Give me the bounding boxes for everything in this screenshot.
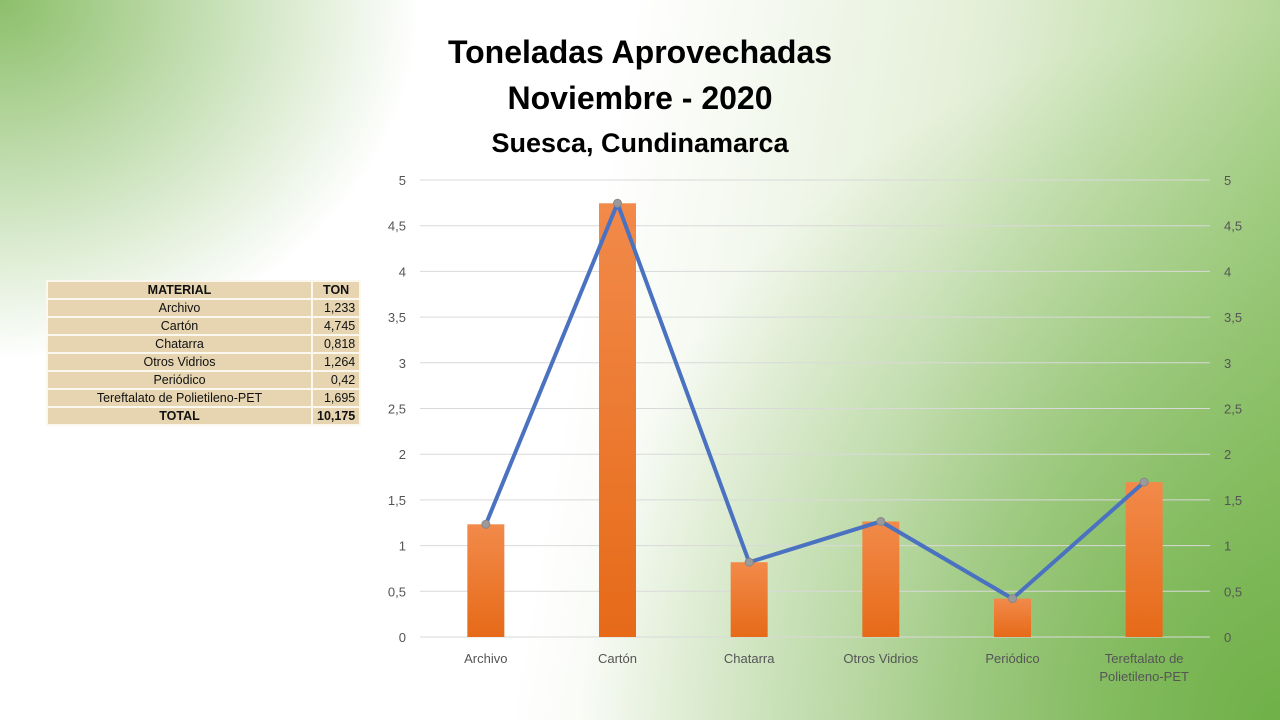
table-row: Otros Vidrios 1,264: [46, 352, 362, 372]
x-tick-label: Tereftalato de Polietileno-PET: [1099, 651, 1189, 684]
y2-tick-label: 4,5: [1224, 219, 1242, 234]
ton-cell: 1,264: [310, 352, 362, 372]
line-series: [483, 201, 1146, 601]
y-tick-label: 2,5: [388, 402, 406, 417]
y2-tick-label: 2,5: [1224, 402, 1242, 417]
y2-tick-label: 1,5: [1224, 493, 1242, 508]
table-row: Chatarra 0,818: [46, 334, 362, 354]
y2-tick-label: 2: [1224, 447, 1231, 462]
material-cell: Tereftalato de Polietileno-PET: [46, 388, 313, 408]
material-cell: Periódico: [46, 370, 313, 390]
ton-cell: TON: [310, 280, 362, 300]
ton-cell: 10,175: [310, 406, 362, 426]
y2-tick-label: 5: [1224, 173, 1231, 188]
y-tick-label: 1: [399, 539, 406, 554]
chart-location: Suesca, Cundinamarca: [491, 128, 789, 158]
y-tick-label: 0,5: [388, 584, 406, 599]
table-row: Tereftalato de Polietileno-PET 1,695: [46, 388, 362, 408]
y-tick-label: 0: [399, 630, 406, 645]
y-tick-label: 5: [399, 173, 406, 188]
y2-tick-label: 3: [1224, 356, 1231, 371]
y-tick-label: 4: [399, 264, 406, 279]
y-tick-label: 1,5: [388, 493, 406, 508]
table-row: Archivo 1,233: [46, 298, 362, 318]
y2-tick-label: 0,5: [1224, 584, 1242, 599]
table-row: Cartón 4,745: [46, 316, 362, 336]
material-cell: Archivo: [46, 298, 313, 318]
line-marker: [1139, 477, 1149, 487]
line-marker: [876, 516, 886, 526]
bar: [1125, 482, 1163, 637]
ton-cell: 0,42: [310, 370, 362, 390]
line-marker: [613, 198, 622, 208]
y2-tick-label: 3,5: [1224, 310, 1242, 325]
material-cell: MATERIAL: [46, 280, 313, 300]
bar: [994, 598, 1031, 637]
ton-cell: 4,745: [310, 316, 362, 336]
material-cell: Cartón: [46, 316, 313, 336]
chart-title: Toneladas Aprovechadas: [447, 34, 833, 70]
chart-subtitle: Noviembre - 2020: [507, 80, 773, 116]
bar: [862, 521, 900, 637]
x-tick-label: Periódico: [985, 651, 1039, 666]
bar: [599, 203, 636, 637]
bar: [467, 524, 505, 637]
ton-cell: 1,695: [310, 388, 362, 408]
y-tick-label: 4,5: [388, 219, 406, 234]
x-tick-label: Cartón: [598, 651, 637, 666]
table-header: MATERIAL TON: [46, 280, 362, 300]
material-cell: Chatarra: [46, 334, 313, 354]
table-total-row: TOTAL 10,175: [46, 406, 362, 426]
line-marker: [744, 557, 754, 567]
y2-tick-label: 4: [1224, 264, 1231, 279]
x-tick-label: Otros Vidrios: [843, 651, 918, 666]
x-tick-label: Archivo: [464, 651, 507, 666]
y-tick-label: 3: [399, 356, 406, 371]
material-cell: Otros Vidrios: [46, 352, 313, 372]
ton-cell: 0,818: [310, 334, 362, 354]
ton-cell: 1,233: [310, 298, 362, 318]
table-row: Periódico 0,42: [46, 370, 362, 390]
material-cell: TOTAL: [46, 406, 313, 426]
y2-tick-label: 1: [1224, 539, 1231, 554]
x-tick-label: Chatarra: [724, 651, 775, 666]
line-marker: [481, 519, 491, 529]
line-marker: [1008, 594, 1017, 604]
material-table: MATERIAL TON Archivo 1,233 Cartón 4,745 Chatar…: [46, 280, 362, 426]
y2-tick-label: 0: [1224, 630, 1231, 645]
y-tick-label: 3,5: [388, 310, 406, 325]
bar: [730, 562, 768, 637]
y-tick-label: 2: [399, 447, 406, 462]
